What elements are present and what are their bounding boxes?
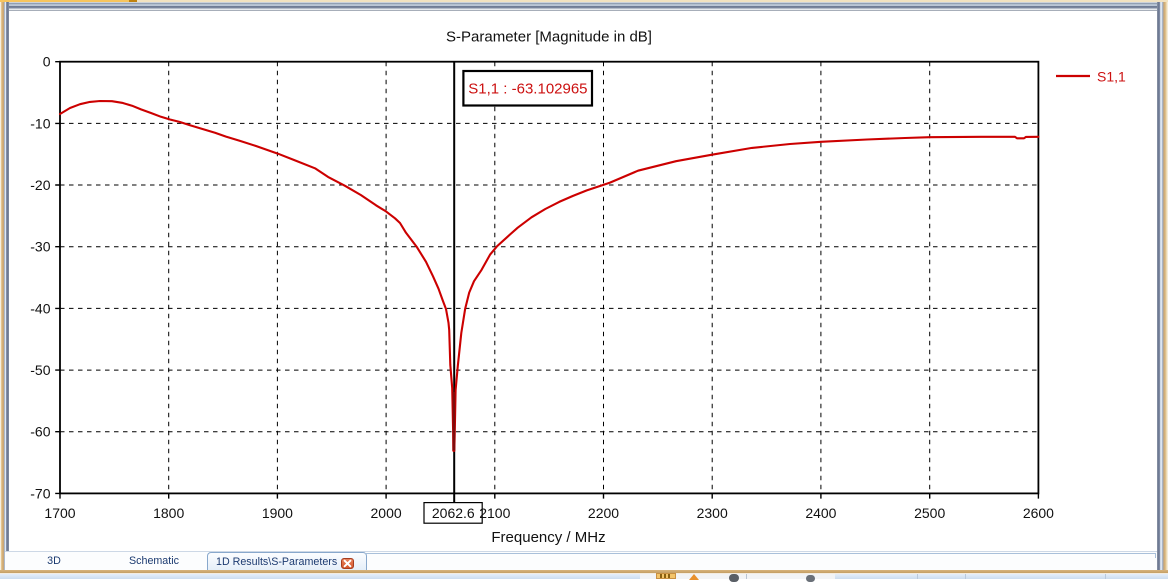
svg-text:S1,1 : -63.102965: S1,1 : -63.102965 xyxy=(468,81,587,98)
svg-text:1800: 1800 xyxy=(153,505,184,521)
svg-text:2600: 2600 xyxy=(1023,505,1054,521)
svg-text:-30: -30 xyxy=(30,239,50,255)
svg-text:Frequency / MHz: Frequency / MHz xyxy=(491,529,605,546)
svg-text:2400: 2400 xyxy=(805,505,836,521)
svg-text:S-Parameter [Magnitude in dB]: S-Parameter [Magnitude in dB] xyxy=(446,29,652,46)
svg-text:1700: 1700 xyxy=(44,505,75,521)
svg-text:2062.6: 2062.6 xyxy=(432,505,475,521)
svg-text:2300: 2300 xyxy=(697,505,728,521)
svg-text:2200: 2200 xyxy=(588,505,619,521)
svg-text:-20: -20 xyxy=(30,177,50,193)
svg-text:1900: 1900 xyxy=(262,505,293,521)
svg-text:2100: 2100 xyxy=(479,505,510,521)
svg-text:2000: 2000 xyxy=(371,505,402,521)
svg-text:-10: -10 xyxy=(30,115,50,131)
svg-text:-40: -40 xyxy=(30,300,50,316)
svg-text:S1,1: S1,1 xyxy=(1097,69,1126,85)
svg-text:-60: -60 xyxy=(30,424,50,440)
svg-text:0: 0 xyxy=(43,54,51,70)
svg-text:-50: -50 xyxy=(30,362,50,378)
svg-text:-70: -70 xyxy=(30,485,50,501)
svg-text:2500: 2500 xyxy=(914,505,945,521)
